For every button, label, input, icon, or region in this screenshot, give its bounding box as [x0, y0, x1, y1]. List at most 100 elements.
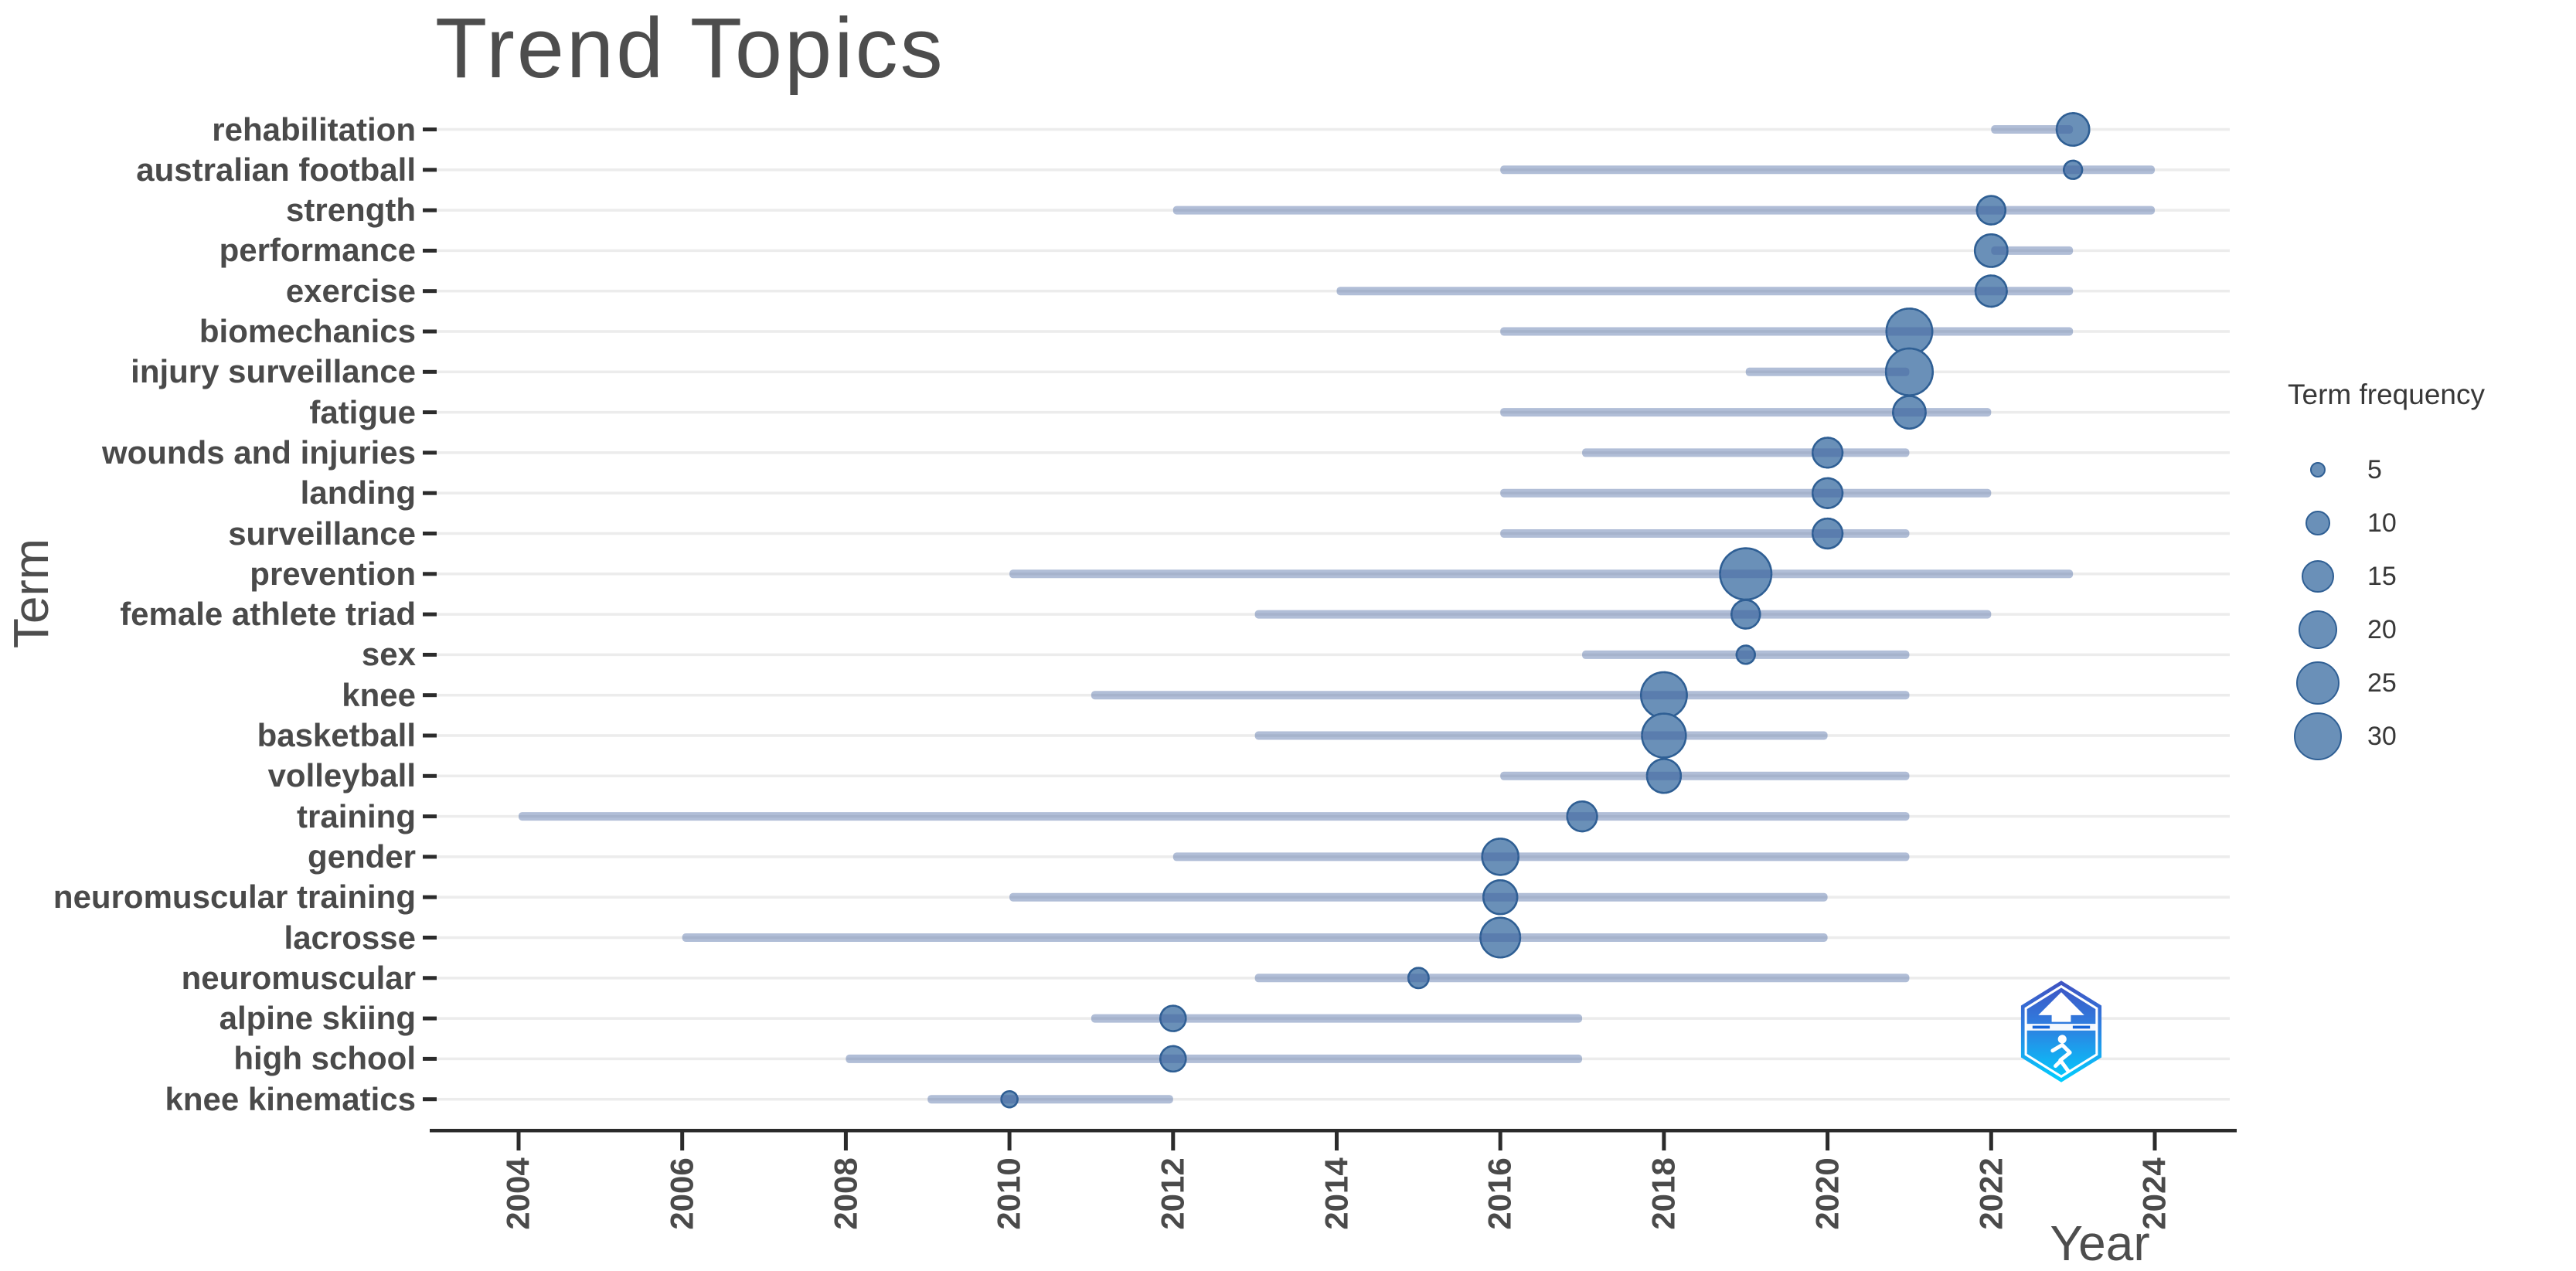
- y-tick: [423, 733, 437, 738]
- legend-value-15: 15: [2367, 561, 2397, 591]
- range-line-high-school: [846, 1054, 1583, 1063]
- term-label-surveillance: surveillance: [228, 515, 416, 552]
- legend-bubble-10: [2305, 510, 2331, 536]
- gridline: [437, 977, 2230, 980]
- gridline: [437, 1097, 2230, 1101]
- term-label-rehabilitation: rehabilitation: [212, 110, 416, 148]
- year-label-2014: 2014: [1291, 1148, 1383, 1239]
- term-label-training: training: [297, 797, 416, 834]
- range-line-neuromuscular: [1254, 974, 1910, 983]
- bubble-rim-basketball: [1641, 712, 1687, 759]
- x-tick: [1335, 1130, 1339, 1150]
- year-label-2012: 2012: [1127, 1148, 1220, 1239]
- y-tick: [423, 936, 437, 940]
- term-label-australian-football: australian football: [136, 151, 416, 188]
- gridline: [437, 814, 2230, 818]
- x-tick: [516, 1130, 521, 1150]
- range-line-rehabilitation: [1991, 125, 2074, 134]
- bubble-rim-australian-football: [2063, 159, 2084, 180]
- range-line-basketball: [1254, 731, 1828, 740]
- legend: Term frequency 5 10 15 20 25 30: [2272, 371, 2576, 804]
- bubble-rim-knee: [1639, 671, 1688, 719]
- y-tick: [423, 450, 437, 455]
- gridline: [437, 330, 2230, 333]
- bubble-rim-biomechanics: [1885, 308, 1934, 355]
- bubble-rim-injury-surveillance: [1884, 347, 1934, 396]
- gridline: [437, 168, 2230, 172]
- term-label-basketball: basketball: [257, 717, 416, 753]
- legend-value-25: 25: [2367, 668, 2397, 698]
- y-tick: [423, 572, 437, 576]
- x-tick: [1498, 1130, 1502, 1150]
- range-line-sex: [1582, 650, 1910, 659]
- range-line-knee: [1091, 691, 1910, 700]
- y-tick: [423, 248, 437, 253]
- gridline: [437, 653, 2230, 657]
- x-tick: [1826, 1130, 1830, 1150]
- logo-runner-icon: [2050, 1035, 2072, 1073]
- range-line-injury-surveillance: [1745, 367, 1910, 376]
- gridline: [437, 895, 2230, 899]
- gridline: [437, 370, 2230, 374]
- legend-value-20: 20: [2367, 614, 2397, 644]
- gridline: [437, 127, 2230, 131]
- year-label-text: 2010: [991, 1157, 1028, 1230]
- term-label-prevention: prevention: [250, 555, 416, 592]
- bubble-rim-rehabilitation: [2055, 112, 2091, 147]
- y-tick: [423, 168, 437, 172]
- y-tick: [423, 127, 437, 131]
- year-label-2010: 2010: [963, 1148, 1056, 1239]
- term-label-wounds-and-injuries: wounds and injuries: [101, 433, 416, 471]
- x-tick: [2152, 1130, 2157, 1150]
- bubble-rim-knee-kinematics: [1000, 1089, 1019, 1109]
- y-tick: [423, 532, 437, 535]
- term-label-sex: sex: [361, 636, 416, 673]
- y-tick: [423, 1056, 437, 1061]
- y-tick: [423, 208, 437, 212]
- term-label-exercise: exercise: [285, 272, 416, 309]
- year-label-2016: 2016: [1454, 1148, 1547, 1239]
- logo-band-mark: [2072, 1025, 2091, 1029]
- legend-bubble-20: [2299, 610, 2337, 649]
- range-line-landing: [1500, 488, 1992, 498]
- term-label-neuromuscular: neuromuscular: [181, 959, 416, 996]
- bubble-rim-sex: [1735, 644, 1756, 665]
- y-tick: [423, 289, 437, 294]
- term-label-lacrosse: lacrosse: [284, 919, 416, 956]
- year-label-text: 2020: [1809, 1157, 1846, 1230]
- term-label-biomechanics: biomechanics: [199, 313, 416, 349]
- year-label-text: 2012: [1154, 1157, 1191, 1230]
- bubble-rim-exercise: [1974, 274, 2008, 308]
- range-line-strength: [1172, 206, 2155, 215]
- gridline: [437, 1017, 2230, 1020]
- logo-inner-hexagon: [2024, 984, 2098, 1079]
- term-label-knee: knee: [342, 676, 416, 713]
- y-tick: [423, 773, 437, 778]
- legend-title: Term frequency: [2288, 379, 2485, 410]
- y-tick: [423, 814, 437, 819]
- term-label-high-school: high school: [233, 1040, 416, 1077]
- y-tick: [423, 693, 437, 698]
- x-tick: [1662, 1130, 1666, 1150]
- y-tick: [423, 612, 437, 617]
- range-line-training: [519, 812, 1910, 821]
- gridline: [437, 410, 2230, 414]
- gridline: [437, 855, 2230, 858]
- bubble-rim-wounds-and-injuries: [1811, 437, 1844, 469]
- year-label-text: 2006: [663, 1157, 700, 1230]
- range-line-wounds-and-injuries: [1582, 448, 1910, 457]
- gridline: [437, 774, 2230, 778]
- bubble-rim-training: [1566, 800, 1598, 833]
- gridline: [437, 209, 2230, 212]
- bubble-rim-surveillance: [1811, 517, 1844, 550]
- y-tick: [423, 855, 437, 859]
- year-label-text: 2004: [500, 1157, 536, 1230]
- gridline: [437, 734, 2230, 737]
- term-label-alpine-skiing: alpine skiing: [219, 1000, 416, 1037]
- gridline: [437, 451, 2230, 454]
- legend-bubble-15: [2301, 559, 2335, 593]
- bubble-rim-neuromuscular: [1407, 967, 1430, 990]
- bubble-rim-gender: [1481, 838, 1519, 876]
- year-label-text: 2022: [1972, 1157, 2009, 1230]
